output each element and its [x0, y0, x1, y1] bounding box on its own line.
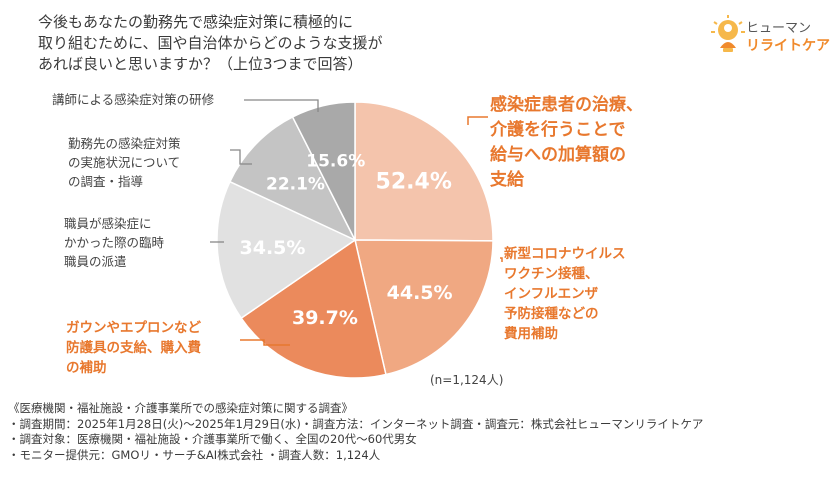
logo-text-bottom: リライトケア [746, 38, 830, 54]
label-s4-line: 勤務先の感染症対策 [68, 136, 181, 151]
footer-line: ・調査対象：医療機関・福祉施設・介護事業所で働く、全国の20代～60代男女 [8, 432, 417, 446]
pie-value-label-4: 22.1% [266, 174, 325, 194]
pie-slice-5 [291, 101, 356, 241]
pie-slice-2 [240, 238, 387, 379]
label-s1: 新型コロナウイルス ワクチン接種、 インフルエンザ 予防接種などの 費用補助 [504, 244, 626, 344]
question-line: 今後もあなたの勤務先で感染症対策に積極的に [38, 13, 354, 31]
label-s1-line: 予防接種などの [504, 306, 599, 322]
label-s1-line: 新型コロナウイルス [504, 246, 626, 262]
footer-line: ・モニター提供元：GMOリ・サーチ&AI株式会社 ・調査人数：1,124人 [8, 447, 381, 462]
label-s0-line: 感染症患者の治療、 [490, 95, 643, 115]
leader-line-s5 [244, 99, 319, 112]
label-s4: 勤務先の感染症対策 の実施状況について の調査・指導 [68, 134, 181, 191]
pie-value-label-1: 44.5% [387, 282, 453, 304]
label-s4-line: の実施状況について [68, 155, 181, 170]
label-s2-line: ガウンやエプロンなど [66, 320, 201, 336]
pie-value-label-2: 39.7% [292, 307, 358, 329]
footer-line: 《医療機関・福祉施設・介護事業所での感染症対策に関する調査》 [8, 401, 353, 415]
label-s3-line: 職員の派遣 [64, 254, 127, 269]
leader-line-s1 [500, 257, 503, 262]
label-s3-line: かかった際の臨時 [64, 235, 165, 250]
label-s1-line: ワクチン接種、 [504, 266, 599, 282]
company-logo: ヒューマン リライトケア [708, 14, 832, 58]
label-s0-line: 支給 [490, 170, 524, 190]
pie-value-label-0: 52.4% [376, 170, 452, 195]
pie-value-label-5: 15.6% [306, 151, 365, 171]
label-s5-line: 講師による感染症対策の研修 [52, 92, 215, 107]
leader-line-s2 [240, 339, 290, 346]
label-s2-line: 防護具の支給、購入費 [66, 340, 201, 356]
pie-slice-3 [216, 180, 357, 320]
label-s0-line: 介護を行うことで [490, 120, 626, 140]
label-s2: ガウンやエプロンなど 防護具の支給、購入費 の補助 [66, 318, 201, 378]
label-s2-line: の補助 [66, 360, 107, 376]
leader-line-s0 [467, 116, 488, 125]
label-s1-line: 費用補助 [504, 326, 558, 342]
lightbulb-person-icon [711, 15, 745, 52]
survey-footer: 《医療機関・福祉施設・介護事業所での感染症対策に関する調査》 ・調査期間：202… [8, 401, 768, 463]
pie-value-label-3: 34.5% [240, 237, 306, 259]
sample-size-note: (n=1,124人) [430, 373, 504, 387]
logo-text-top: ヒューマン [746, 21, 812, 36]
label-s0-line: 給与への加算額の [490, 145, 626, 165]
label-s5: 講師による感染症対策の研修 [52, 90, 214, 109]
footer-line: ・調査期間：2025年1月28日(火)～2025年1月29日(水)・調査方法：イ… [8, 416, 704, 431]
pie-slice-4 [228, 115, 357, 242]
question-title: 今後もあなたの勤務先で感染症対策に積極的に 取り組むために、国や自治体からどのよ… [38, 12, 478, 75]
pie-slice-1 [354, 239, 494, 376]
pie-slice-0 [354, 101, 494, 242]
label-s3-line: 職員が感染症に [64, 216, 152, 231]
question-line: あれば良いと思いますか？（上位3つまで回答） [38, 55, 363, 73]
label-s0: 感染症患者の治療、 介護を行うことで 給与への加算額の 支給 [490, 93, 643, 193]
label-s4-line: の調査・指導 [68, 174, 144, 189]
question-line: 取り組むために、国や自治体からどのような支援が [38, 34, 383, 52]
label-s1-line: インフルエンザ [504, 286, 599, 302]
leader-line-s4 [230, 149, 252, 165]
label-s3: 職員が感染症に かかった際の臨時 職員の派遣 [64, 214, 164, 271]
